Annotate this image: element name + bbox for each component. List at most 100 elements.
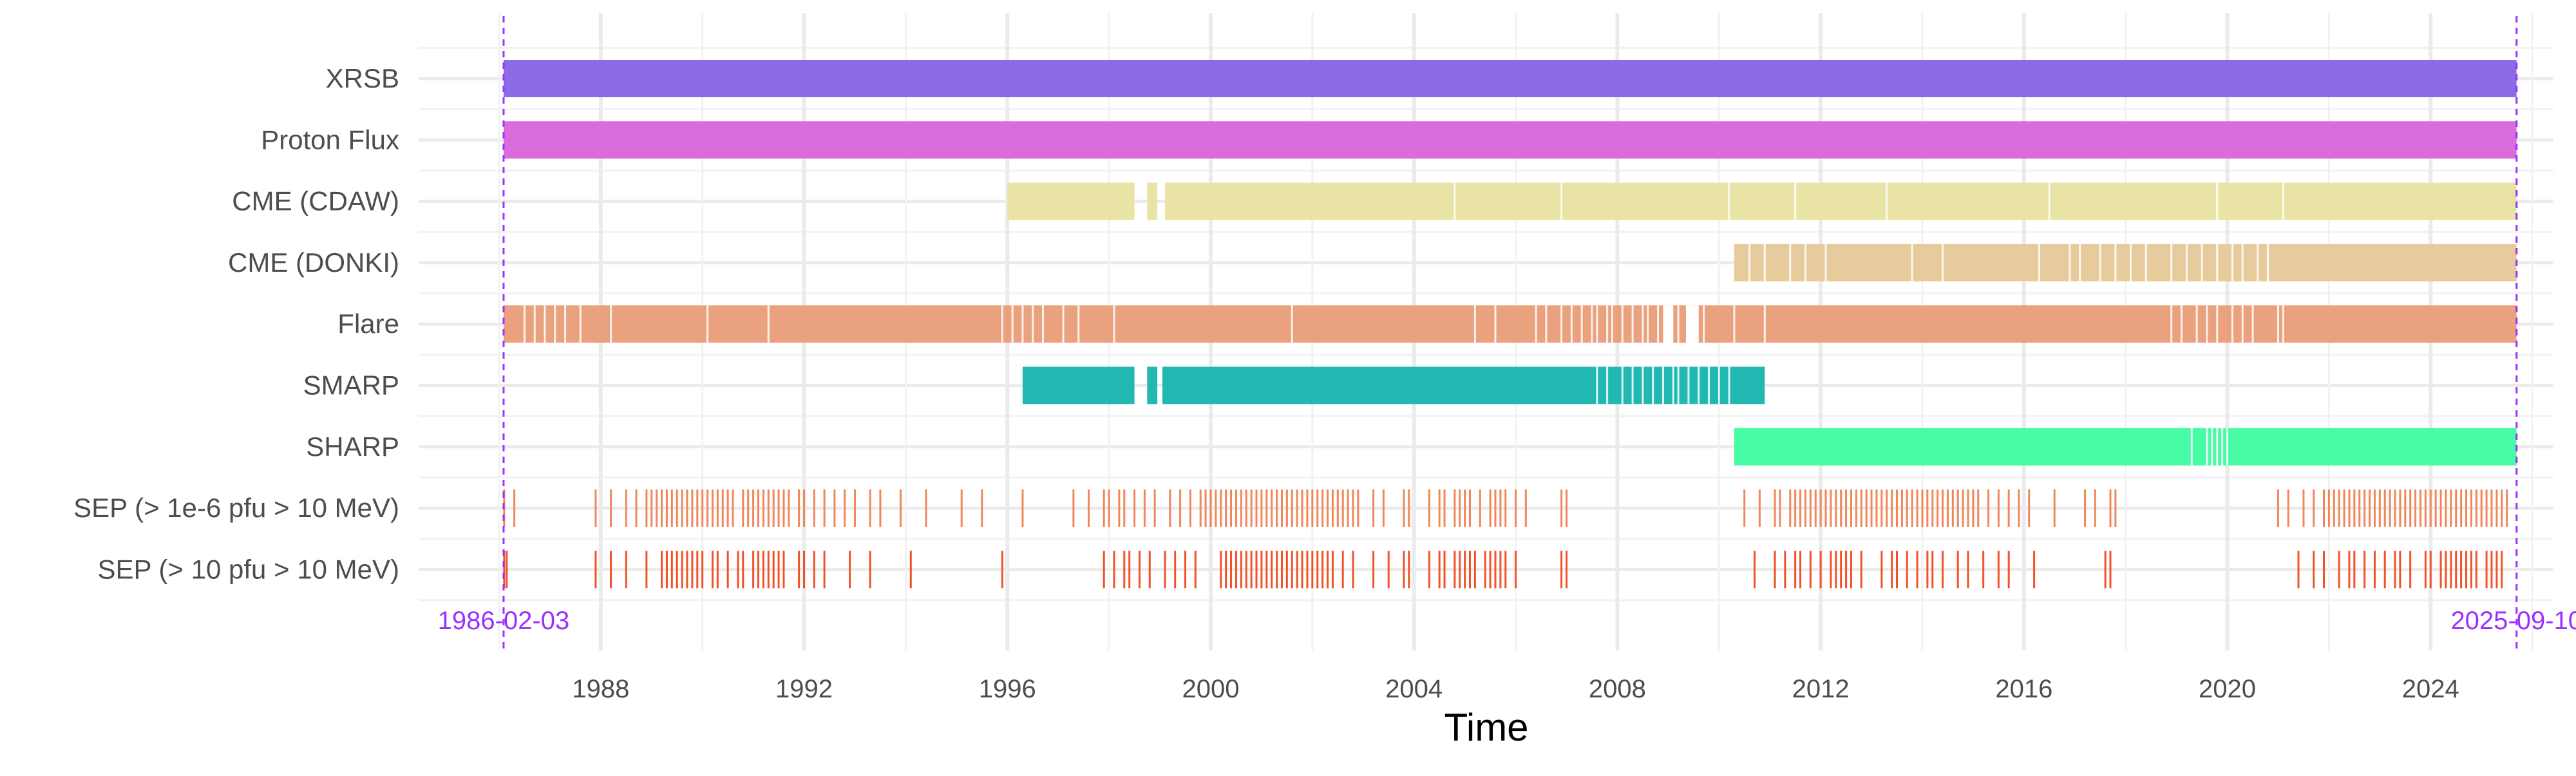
y-row-label: Proton Flux (261, 124, 399, 155)
sep-event (2313, 551, 2315, 589)
sep-event (711, 489, 714, 527)
sep-event (1560, 489, 1563, 527)
sep-event (1830, 489, 1832, 527)
sep-event (1972, 489, 1975, 527)
sep-event (1240, 551, 1242, 589)
sep-event (2287, 489, 2289, 527)
sep-event (1774, 551, 1776, 589)
sep-event (676, 551, 678, 589)
sep-event (1906, 489, 1908, 527)
sep-event (1774, 489, 1776, 527)
sep-event (2455, 551, 2458, 589)
sep-event (676, 489, 678, 527)
sep-event (1072, 489, 1075, 527)
sep-event (1962, 489, 1964, 527)
sep-event (2007, 551, 2010, 589)
sep-event (1255, 551, 1258, 589)
coverage-gap (1804, 243, 1806, 281)
sep-event (1499, 489, 1502, 527)
coverage-gap (1677, 366, 1680, 404)
sep-event (1352, 551, 1354, 589)
sep-event (2450, 489, 2452, 527)
sep-event (2501, 489, 2503, 527)
x-tick-label: 1996 (979, 675, 1036, 703)
start-date-label: 1986-02-03 (438, 607, 570, 635)
coverage-gap (1113, 305, 1115, 343)
sep-event (803, 489, 806, 527)
sep-event (1870, 489, 1873, 527)
sep-event (782, 551, 785, 589)
sep-event (1174, 551, 1177, 589)
sep-event (691, 551, 694, 589)
sep-event (1454, 489, 1456, 527)
coverage-gap (2226, 428, 2229, 466)
sep-event (2450, 551, 2452, 589)
sep-event (1524, 489, 1527, 527)
sep-event (1225, 489, 1227, 527)
coverage-gap (554, 305, 556, 343)
x-tick-label: 2000 (1182, 675, 1239, 703)
sep-event (960, 489, 963, 527)
sep-event (1260, 551, 1263, 589)
sep-event (1951, 489, 1954, 527)
sep-event (2399, 551, 2401, 589)
sep-event (1220, 551, 1222, 589)
bars-layer (503, 60, 2517, 589)
coverage-gap (2251, 305, 2254, 343)
sep-event (1260, 489, 1263, 527)
coverage-gap (1698, 366, 1700, 404)
coverage-gap (544, 305, 546, 343)
coverage-bar (1164, 182, 2517, 220)
sep-event (2470, 551, 2472, 589)
coverage-gap (2130, 243, 2132, 281)
sep-event (1123, 489, 1126, 527)
sep-event (1942, 489, 1944, 527)
sep-event (2460, 551, 2463, 589)
sep-event (1479, 489, 1481, 527)
coverage-gap (1763, 243, 1766, 281)
x-tick-label: 2008 (1589, 675, 1646, 703)
sep-event (823, 489, 826, 527)
sep-event (1855, 489, 1857, 527)
sep-event (701, 489, 704, 527)
sep-event (1987, 489, 1990, 527)
sep-event (1891, 489, 1893, 527)
sep-event (1271, 551, 1273, 589)
sep-event (1220, 489, 1222, 527)
coverage-gap (1606, 366, 1609, 404)
coverage-gap (1789, 243, 1792, 281)
sep-event (1473, 551, 1476, 589)
coverage-gap (1707, 366, 1710, 404)
sep-event (2094, 489, 2096, 527)
sep-event (1942, 551, 1944, 589)
sep-event (767, 551, 770, 589)
sep-event (1316, 489, 1319, 527)
sep-event (1845, 489, 1848, 527)
coverage-gap (1733, 305, 1736, 343)
sep-event (1464, 551, 1466, 589)
sep-event (2465, 489, 2468, 527)
sep-event (1967, 551, 1969, 589)
sep-event (1860, 489, 1862, 527)
sep-event (1804, 489, 1806, 527)
coverage-gap (2170, 305, 2173, 343)
coverage-gap (1667, 305, 1669, 343)
sep-event (1835, 551, 1837, 589)
sep-event (610, 551, 612, 589)
sep-event (1916, 551, 1918, 589)
coverage-gap (1657, 305, 1660, 343)
coverage-gap (1728, 182, 1730, 220)
coverage-gap (1687, 366, 1690, 404)
sep-event (1235, 551, 1237, 589)
coverage-gap (1748, 243, 1751, 281)
sep-event (1285, 489, 1288, 527)
sep-event (625, 489, 627, 527)
sep-event (2394, 489, 2396, 527)
sep-event (1021, 489, 1024, 527)
sep-event (2439, 551, 2442, 589)
sep-event (2343, 489, 2345, 527)
coverage-gap (1677, 305, 1680, 343)
sep-event (2404, 489, 2407, 527)
sep-event (1291, 489, 1293, 527)
